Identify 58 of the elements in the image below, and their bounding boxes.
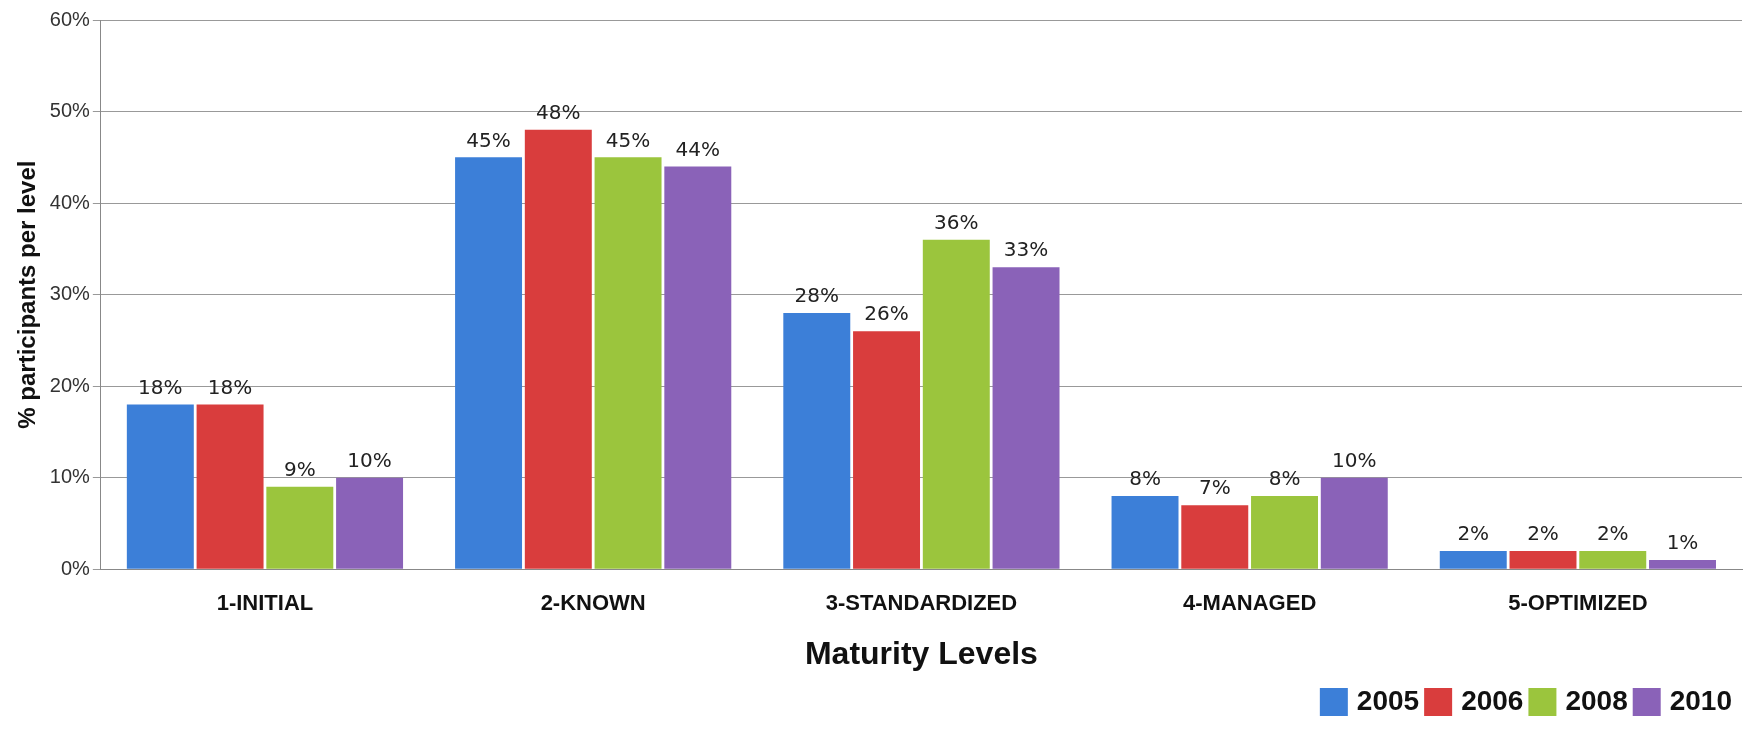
x-tick-label: 1-INITIAL xyxy=(216,590,314,616)
y-tick-label: 50% xyxy=(49,99,91,122)
bar xyxy=(992,267,1060,569)
data-label: 8% xyxy=(1268,466,1301,491)
bar xyxy=(336,477,404,569)
bar xyxy=(1111,495,1179,569)
legend-label: 2005 xyxy=(1356,684,1420,716)
y-axis-title: % participants per level xyxy=(13,160,41,429)
data-label: 48% xyxy=(536,100,581,125)
bar xyxy=(1509,550,1577,569)
data-label: 1% xyxy=(1666,530,1699,555)
data-label: 26% xyxy=(864,301,909,326)
data-label: 10% xyxy=(347,447,392,472)
legend-label: 2006 xyxy=(1461,684,1524,716)
y-tick-label: 40% xyxy=(49,190,91,213)
y-tick-label: 0% xyxy=(60,556,91,579)
bar xyxy=(524,129,592,569)
bar xyxy=(1439,550,1507,569)
bar xyxy=(1181,505,1249,569)
bar xyxy=(1649,560,1716,569)
data-label: 2% xyxy=(1527,521,1559,546)
data-label: 45% xyxy=(466,127,511,152)
y-tick-label: 20% xyxy=(49,373,91,396)
bar xyxy=(922,239,990,569)
bar xyxy=(1251,495,1318,569)
bar xyxy=(664,166,732,569)
y-tick-label: 10% xyxy=(49,465,91,488)
bar xyxy=(196,404,264,569)
data-label: 9% xyxy=(283,457,316,482)
bar xyxy=(1320,477,1388,569)
bar xyxy=(126,404,194,569)
bar xyxy=(1579,550,1647,569)
data-label: 28% xyxy=(794,283,840,308)
bar xyxy=(455,157,523,569)
data-label: 36% xyxy=(934,209,979,234)
x-tick-label: 5-OPTIMIZED xyxy=(1508,590,1648,616)
data-label: 8% xyxy=(1129,466,1161,491)
bar xyxy=(594,157,662,569)
y-tick-label: 30% xyxy=(49,282,91,305)
legend-label: 2010 xyxy=(1669,684,1733,716)
data-label: 2% xyxy=(1596,521,1629,546)
y-tick-label: 60% xyxy=(49,7,91,30)
data-label: 18% xyxy=(138,374,183,399)
bar xyxy=(853,331,921,569)
bar xyxy=(266,486,334,569)
data-label: 33% xyxy=(1003,237,1049,262)
x-axis-title: Maturity Levels xyxy=(804,634,1038,671)
legend-label: 2008 xyxy=(1565,684,1628,716)
data-label: 10% xyxy=(1332,447,1377,472)
bar xyxy=(783,312,851,569)
x-tick-label: 2-KNOWN xyxy=(540,590,646,616)
data-label: 44% xyxy=(675,136,721,161)
data-label: 2% xyxy=(1457,521,1490,546)
data-label: 18% xyxy=(207,374,253,399)
data-label: 7% xyxy=(1198,475,1231,500)
data-label: 45% xyxy=(605,127,651,152)
x-tick-label: 3-STANDARDIZED xyxy=(825,590,1018,616)
x-tick-label: 4-MANAGED xyxy=(1183,590,1317,616)
